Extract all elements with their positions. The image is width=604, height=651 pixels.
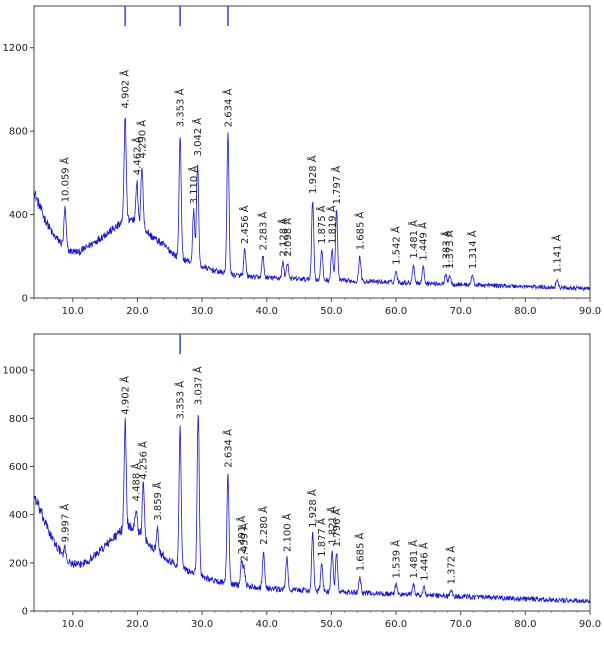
peak-label: 3.859 Å [151,482,164,521]
peak-label: 1.542 Å [390,226,403,265]
x-tick-label: 40.0 [256,619,278,630]
peak-label: 1.685 Å [353,532,366,571]
peak-label: 4.488 Å [130,463,143,502]
x-tick-label: 60.0 [385,619,407,630]
y-tick-label: 1200 [3,43,28,54]
x-tick-label: 90.0 [579,306,601,317]
peak-label: 1.539 Å [390,540,403,579]
y-tick-label: 800 [9,127,28,138]
y-tick-label: 400 [9,210,28,221]
peak-label: 1.928 Å [306,489,319,528]
plot-frame [33,5,591,299]
peak-label: 4.256 Å [137,441,150,480]
peak-label: 1.314 Å [466,230,479,269]
peak-label: 1.685 Å [353,211,366,250]
peak-label: 1.928 Å [306,155,319,194]
x-tick-label: 70.0 [450,619,472,630]
y-tick-label: 0 [22,294,28,305]
peak-label: 4.462 Å [130,136,143,175]
peak-label: 2.634 Å [221,429,234,468]
peak-label: 2.459 Å [238,523,251,562]
peak-label: 1.821 Å [326,506,339,545]
peak-label: 1.141 Å [551,234,564,273]
peak-label: 1.796 Å [330,508,343,547]
peak-label: 3.353 Å [174,88,187,127]
y-tick-label: 1000 [3,366,28,377]
y-tick-label: 200 [9,558,28,569]
xrd-chart-top: 10.0 20.0 30.0 40.0 50.0 60.0 70.0 80.0 90.0 0 400… [0,0,604,320]
peak-label: 1.481 Å [407,220,420,259]
peak-label: 3.037 Å [192,366,205,405]
x-tick-label: 40.0 [256,306,278,317]
peak-label: 2.283 Å [256,211,269,250]
peak-label: 4.902 Å [119,376,132,415]
peak-label: 3.042 Å [191,118,204,157]
peak-label: 9.997 Å [59,504,72,543]
x-tick-label: 60.0 [385,306,407,317]
x-tick-label: 80.0 [514,619,536,630]
peak-label: 1.481 Å [407,540,420,579]
peak-label: 1.372 Å [445,546,458,585]
x-tick-label: 20.0 [126,619,148,630]
peak-label: 2.280 Å [257,506,270,545]
xrd-chart-bottom: 10.0 20.0 30.0 40.0 50.0 60.0 70.0 80.0 90.0 0 200… [0,328,604,651]
peak-label: 1.877 Å [315,518,328,557]
peak-label: 2.456 Å [238,205,251,244]
peak-label: 1.797 Å [330,166,343,205]
x-tick-label: 10.0 [62,306,84,317]
peak-label: 1.446 Å [417,542,430,581]
peak-label: 1.383 Å [439,230,452,269]
x-tick-label: 90.0 [579,619,601,630]
xrd-plot-bottom: 10.0 20.0 30.0 40.0 50.0 60.0 70.0 80.0 90.0 0 200… [3,333,601,630]
peak-label: 2.491 Å [235,516,248,555]
peak-label: 1.875 Å [315,205,328,244]
x-tick-label: 80.0 [514,306,536,317]
peak-label: 2.100 Å [280,513,293,552]
peak-label: 10.059 Å [59,157,72,202]
peak-label: 1.819 Å [326,205,339,244]
xrd-plot-top: 10.0 20.0 30.0 40.0 50.0 60.0 70.0 80.0 90.0 0 400… [3,5,601,317]
x-tick-label: 30.0 [191,619,213,630]
peak-label: 2.128 Å [276,218,289,257]
y-tick-label: 600 [9,462,28,473]
peak-label: 2.634 Å [221,88,234,127]
plot-frame [33,333,591,612]
peak-label: 4.902 Å [119,70,132,109]
y-tick-label: 0 [22,607,28,618]
peak-label: 4.290 Å [135,120,148,159]
xrd-pattern-line [33,117,591,292]
y-tick-label: 400 [9,510,28,521]
x-tick-label: 70.0 [450,306,472,317]
x-tick-label: 10.0 [62,619,84,630]
xrd-pattern-line [33,414,591,604]
peak-label: 3.110 Å [187,166,200,205]
x-tick-label: 30.0 [191,306,213,317]
x-tick-label: 50.0 [320,619,342,630]
peak-label: 1.449 Å [417,222,430,261]
peak-label: 3.353 Å [174,381,187,420]
x-tick-label: 20.0 [126,306,148,317]
peak-label: 1.373 Å [443,230,456,269]
peak-label: 2.098 Å [281,218,294,257]
y-tick-label: 800 [9,414,28,425]
x-tick-label: 50.0 [320,306,342,317]
